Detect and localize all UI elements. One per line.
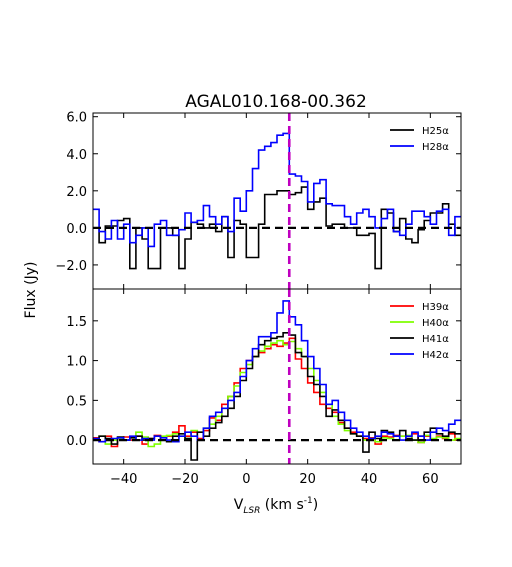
top-series-H25-line [93, 186, 461, 270]
chart-title: AGAL010.168-00.362 [185, 92, 367, 112]
x-tick-label: 40 [361, 472, 378, 487]
bottom-plot-area [93, 289, 461, 464]
bottom-y-tick-label: 0.0 [66, 434, 87, 449]
top-y-tick-label: 0.0 [66, 222, 87, 237]
bottom-y-tick-label: 0.5 [66, 394, 87, 409]
x-tick-label: 0 [242, 472, 250, 487]
x-axis-label-close: ) [313, 497, 318, 513]
top-legend-label: H28α [422, 142, 449, 153]
bottom-legend-label: H41α [422, 334, 449, 345]
bottom-legend-label: H42α [422, 350, 449, 361]
top-y-tick-label: −2.0 [55, 259, 87, 274]
bottom-series-H42-line [93, 300, 461, 443]
x-axis-label: VLSR (km s-1) [234, 496, 318, 516]
y-axis-label: Flux (Jy) [23, 262, 39, 319]
x-axis-label-unit: (km s [260, 497, 303, 513]
top-y-tick-label: 6.0 [66, 111, 87, 126]
x-tick-label: 20 [299, 472, 316, 487]
top-panel: −2.0 0.0 2.0 4.0 6.0 H25α H28α [55, 111, 462, 290]
bottom-panel: 0.0 0.5 1.0 1.5 −40 −20 0 20 40 60 H39α H40α H41α H42… [66, 288, 462, 487]
bottom-legend-label: H40α [422, 318, 449, 329]
top-y-tick-label: 2.0 [66, 185, 87, 200]
top-legend-label: H25α [422, 126, 449, 137]
top-series-H28-line [93, 132, 461, 248]
x-axis-label-v: V [234, 497, 244, 513]
x-axis-label-sup: -1 [304, 496, 313, 506]
top-y-tick-label: 4.0 [66, 148, 87, 163]
top-plot-area [93, 113, 461, 289]
x-tick-label: −20 [171, 472, 198, 487]
x-axis-label-sub: LSR [243, 506, 260, 516]
bottom-y-tick-label: 1.0 [66, 355, 87, 370]
x-tick-label: −40 [110, 472, 137, 487]
bottom-y-tick-label: 1.5 [66, 315, 87, 330]
x-tick-label: 60 [422, 472, 439, 487]
bottom-panel-frame [92, 288, 462, 465]
bottom-legend-label: H39α [422, 302, 449, 313]
